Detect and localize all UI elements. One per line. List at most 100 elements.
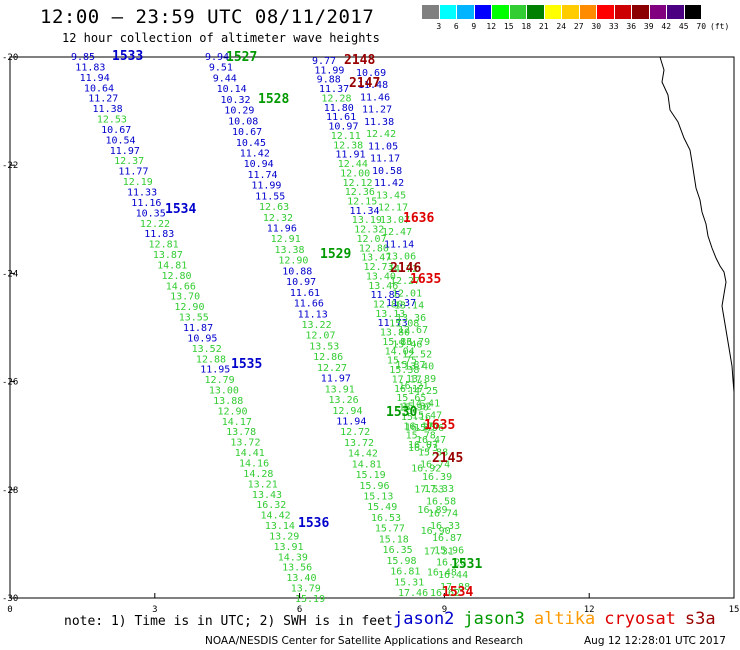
swh-value: 17.33 [424,484,454,495]
swh-value: 13.79 [291,584,321,595]
swh-value: 11.27 [88,94,118,105]
swh-value: 13.72 [230,438,260,449]
legend-altika: altika [533,609,596,629]
swh-value: 9.77 [312,56,336,67]
swh-value: 13.22 [302,320,332,331]
swh-value: 12.27 [390,276,420,287]
swh-value: 15.98 [386,556,416,567]
pass-label: 1535 [231,357,262,372]
swh-value: 11.27 [362,105,392,116]
swh-value: 12.12 [342,178,372,189]
swh-value: 12.19 [123,177,153,188]
x-tick-label: 3 [152,605,157,615]
swh-value: 14.25 [408,386,438,397]
swh-value: 11.55 [255,191,285,202]
swh-value: 16.07 [408,440,438,451]
swh-value: 10.97 [286,277,316,288]
swh-value: 11.87 [183,323,213,334]
swh-value: 15.47 [412,411,442,422]
pass-label: 2146 [390,261,421,276]
swh-value: 11.42 [240,148,270,159]
swh-value: 13.89 [406,374,436,385]
swh-value: 11.83 [75,62,105,73]
swh-value: 12.80 [373,300,403,311]
swh-value: 9.94 [205,52,229,63]
pass-label: 1636 [403,211,434,226]
swh-value: 11.13 [298,309,328,320]
swh-value: 12.11 [331,131,361,142]
swh-value: 12.86 [313,352,343,363]
color-scale-swatch [684,5,702,19]
swh-value: 13.14 [265,521,295,532]
swh-value: 15.16 [401,412,431,423]
swh-value: 13.80 [380,328,410,339]
swh-value: 15.19 [356,470,386,481]
swh-value: 16.33 [430,521,460,532]
swh-value: 13.36 [396,313,426,324]
color-scale-swatch [667,5,685,19]
color-scale-swatch [509,5,527,19]
color-scale-swatch [649,5,667,19]
swh-value: 16.62 [430,588,460,599]
swh-value: 15.78 [406,431,436,442]
y-tick-label: -30 [2,594,18,604]
swh-value: 13.45 [376,190,406,201]
swh-value: 16.90 [421,526,451,537]
color-scale-bar [422,5,702,19]
y-tick-label: -28 [2,486,18,496]
pass-label: 1533 [112,49,143,64]
swh-value: 10.64 [84,83,114,94]
swh-value: 13.00 [209,386,239,397]
swh-value: 17.46 [398,588,428,599]
swh-value: 13.14 [394,301,424,312]
swh-value: 15.77 [375,524,405,535]
swh-value: 12.63 [259,202,289,213]
swh-value: 12.90 [217,406,247,417]
footer-credit: NOAA/NESDIS Center for Satellite Applica… [205,635,523,647]
pass-label: 1536 [298,516,329,531]
swh-value: 12.22 [140,219,170,230]
swh-value: 15.13 [363,492,393,503]
swh-value: 15.96 [434,545,464,556]
swh-value: 13.88 [213,396,243,407]
swh-value: 13.40 [404,362,434,373]
swh-value: 12.01 [392,288,422,299]
color-scale-label: 3 [436,22,442,31]
swh-value: 11.38 [93,104,123,115]
swh-value: 16.73 [408,443,438,454]
x-tick-label: 6 [297,605,302,615]
x-tick-label: 12 [584,605,595,615]
generated-timestamp: Aug 12 12:28:01 UTC 2017 [584,635,726,647]
swh-value: 12.80 [161,271,191,282]
swh-value: 11.99 [314,65,344,76]
color-scale-swatch [492,5,510,19]
color-scale-swatch [439,5,457,19]
swh-value: 12.47 [382,227,412,238]
swh-value: 12.42 [366,129,396,140]
swh-value: 11.33 [127,188,157,199]
swh-value: 16.74 [420,460,450,471]
swh-value: 11.37 [319,84,349,95]
swh-value: 15.88 [418,447,448,458]
swh-value: 11.97 [321,374,351,385]
color-scale-label: 15 [503,22,514,31]
swh-value: 14.81 [157,260,187,271]
swh-value: 15.65 [396,393,426,404]
swh-value: 10.29 [224,106,254,117]
swh-value: 14.72 [388,264,418,275]
color-scale-label: 45 [678,22,689,31]
color-scale-label: (ft) [710,22,730,31]
swh-value: 15.32 [402,402,432,413]
swh-value: 16.35 [405,422,435,433]
swh-value: 12.44 [338,159,368,170]
pass-label: 2147 [349,76,380,91]
color-scale-swatch [474,5,492,19]
swh-value: 10.69 [356,68,386,79]
swh-value: 15.19 [295,594,325,605]
swh-value: 16.17 [403,421,433,432]
swh-value: 13.72 [344,438,374,449]
swh-value: 13.29 [269,531,299,542]
swh-value: 16.53 [371,513,401,524]
color-scale-swatch [457,5,475,19]
